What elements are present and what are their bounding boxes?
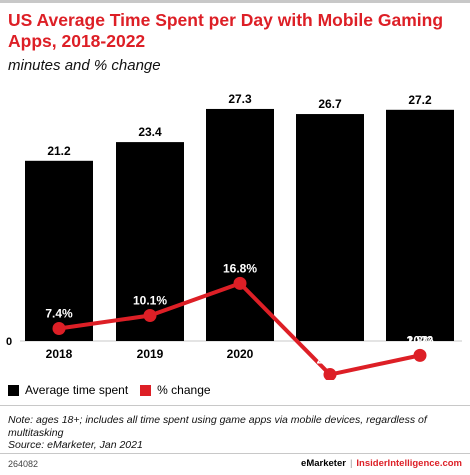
legend-item-line: % change [140, 383, 211, 397]
chart-title: US Average Time Spent per Day with Mobil… [8, 10, 444, 51]
pct-change-point-2022 [413, 348, 427, 362]
top-rule [0, 0, 470, 3]
chart-subtitle: minutes and % change [8, 57, 161, 74]
bar-value-label-2020: 27.3 [228, 92, 252, 106]
pct-change-point-2019 [143, 309, 157, 323]
note-text: Note: ages 18+; includes all time spent … [8, 414, 427, 439]
brand-logo: eMarketer | InsiderIntelligence.com [301, 458, 462, 469]
notes: Note: ages 18+; includes all time spent … [8, 414, 460, 452]
pct-change-label-2019: 10.1% [133, 294, 167, 308]
pct-change-label-2022: 1.8% [406, 333, 434, 347]
bar-2018 [25, 160, 93, 341]
legend-label-line: % change [157, 383, 211, 397]
source-text: Source: eMarketer, Jan 2021 [8, 439, 143, 451]
pct-change-point-2021 [323, 368, 337, 380]
x-tick-label-2022: 2022 [407, 333, 434, 347]
bar-value-label-2021: 26.7 [318, 97, 342, 111]
legend-item-bars: Average time spent [8, 383, 128, 397]
legend: Average time spent % change [8, 383, 223, 397]
brand-insider-intelligence: InsiderIntelligence.com [356, 458, 462, 469]
chart-plot: 0 21.223.427.326.727.2 7.4%10.1%16.8%-2.… [6, 92, 462, 380]
pct-change-label-2018: 7.4% [45, 306, 73, 320]
baseline-zero-label: 0 [6, 336, 12, 348]
brand-emarketer: eMarketer [301, 458, 346, 469]
bar-2020 [206, 108, 274, 341]
divider-top [0, 405, 470, 406]
x-tick-label-2020: 2020 [227, 347, 254, 361]
legend-label-bars: Average time spent [25, 383, 129, 397]
bar-value-label-2018: 21.2 [47, 144, 71, 158]
pct-change-label-2020: 16.8% [223, 261, 257, 275]
brand-separator: | [349, 458, 353, 469]
x-tick-label-2021: 2021 [317, 353, 344, 367]
legend-swatch-line [140, 384, 152, 396]
legend-swatch-bars [8, 384, 19, 396]
bar-2021 [296, 114, 364, 341]
x-tick-label-2018: 2018 [46, 347, 73, 361]
pct-change-point-2018 [52, 321, 66, 335]
chart-id: 264082 [8, 459, 39, 469]
x-tick-label-2019: 2019 [137, 347, 164, 361]
pct-change-point-2020 [233, 276, 247, 290]
bar-value-label-2019: 23.4 [138, 125, 162, 139]
divider-bottom [0, 453, 470, 454]
bar-value-label-2022: 27.2 [408, 93, 432, 107]
bar-2022 [386, 109, 454, 341]
